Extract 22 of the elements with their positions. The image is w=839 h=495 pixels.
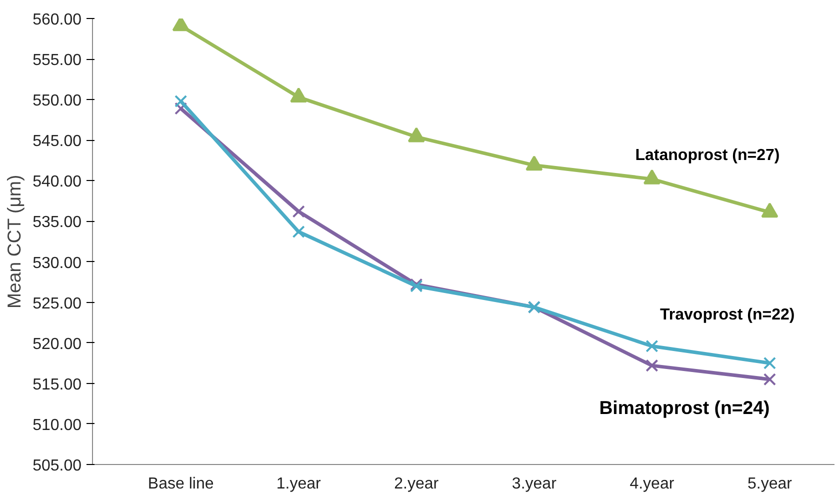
y-tick-label: 540.00 — [32, 174, 82, 191]
y-axis-title: Mean CCT (μm) — [4, 174, 25, 309]
y-tick-label: 520.00 — [32, 336, 82, 353]
x-tick-label: 4.year — [630, 476, 675, 492]
y-tick-label: 505.00 — [32, 458, 82, 474]
y-tick-label: 535.00 — [32, 214, 82, 232]
y-tick-label: 550.00 — [32, 92, 82, 110]
series-label: Travoprost (n=22) — [660, 306, 795, 324]
x-tick-label: Base line — [148, 476, 214, 492]
series-label: Latanoprost (n=27) — [635, 146, 780, 164]
y-tick-label: 515.00 — [32, 376, 82, 394]
y-tick-label: 525.00 — [32, 295, 82, 312]
x-tick-label: 2.year — [394, 476, 440, 492]
series-label: Bimatoprost (n=24) — [599, 396, 770, 418]
x-tick-label: 1.year — [276, 476, 322, 492]
y-tick-label: 545.00 — [32, 133, 82, 150]
y-tick-label: 555.00 — [32, 52, 82, 70]
y-tick-label: 510.00 — [32, 416, 82, 434]
x-tick-label: 5.year — [747, 476, 793, 492]
x-tick-label: 3.year — [512, 476, 558, 492]
y-tick-label: 560.00 — [32, 12, 82, 28]
y-tick-label: 530.00 — [32, 254, 82, 272]
